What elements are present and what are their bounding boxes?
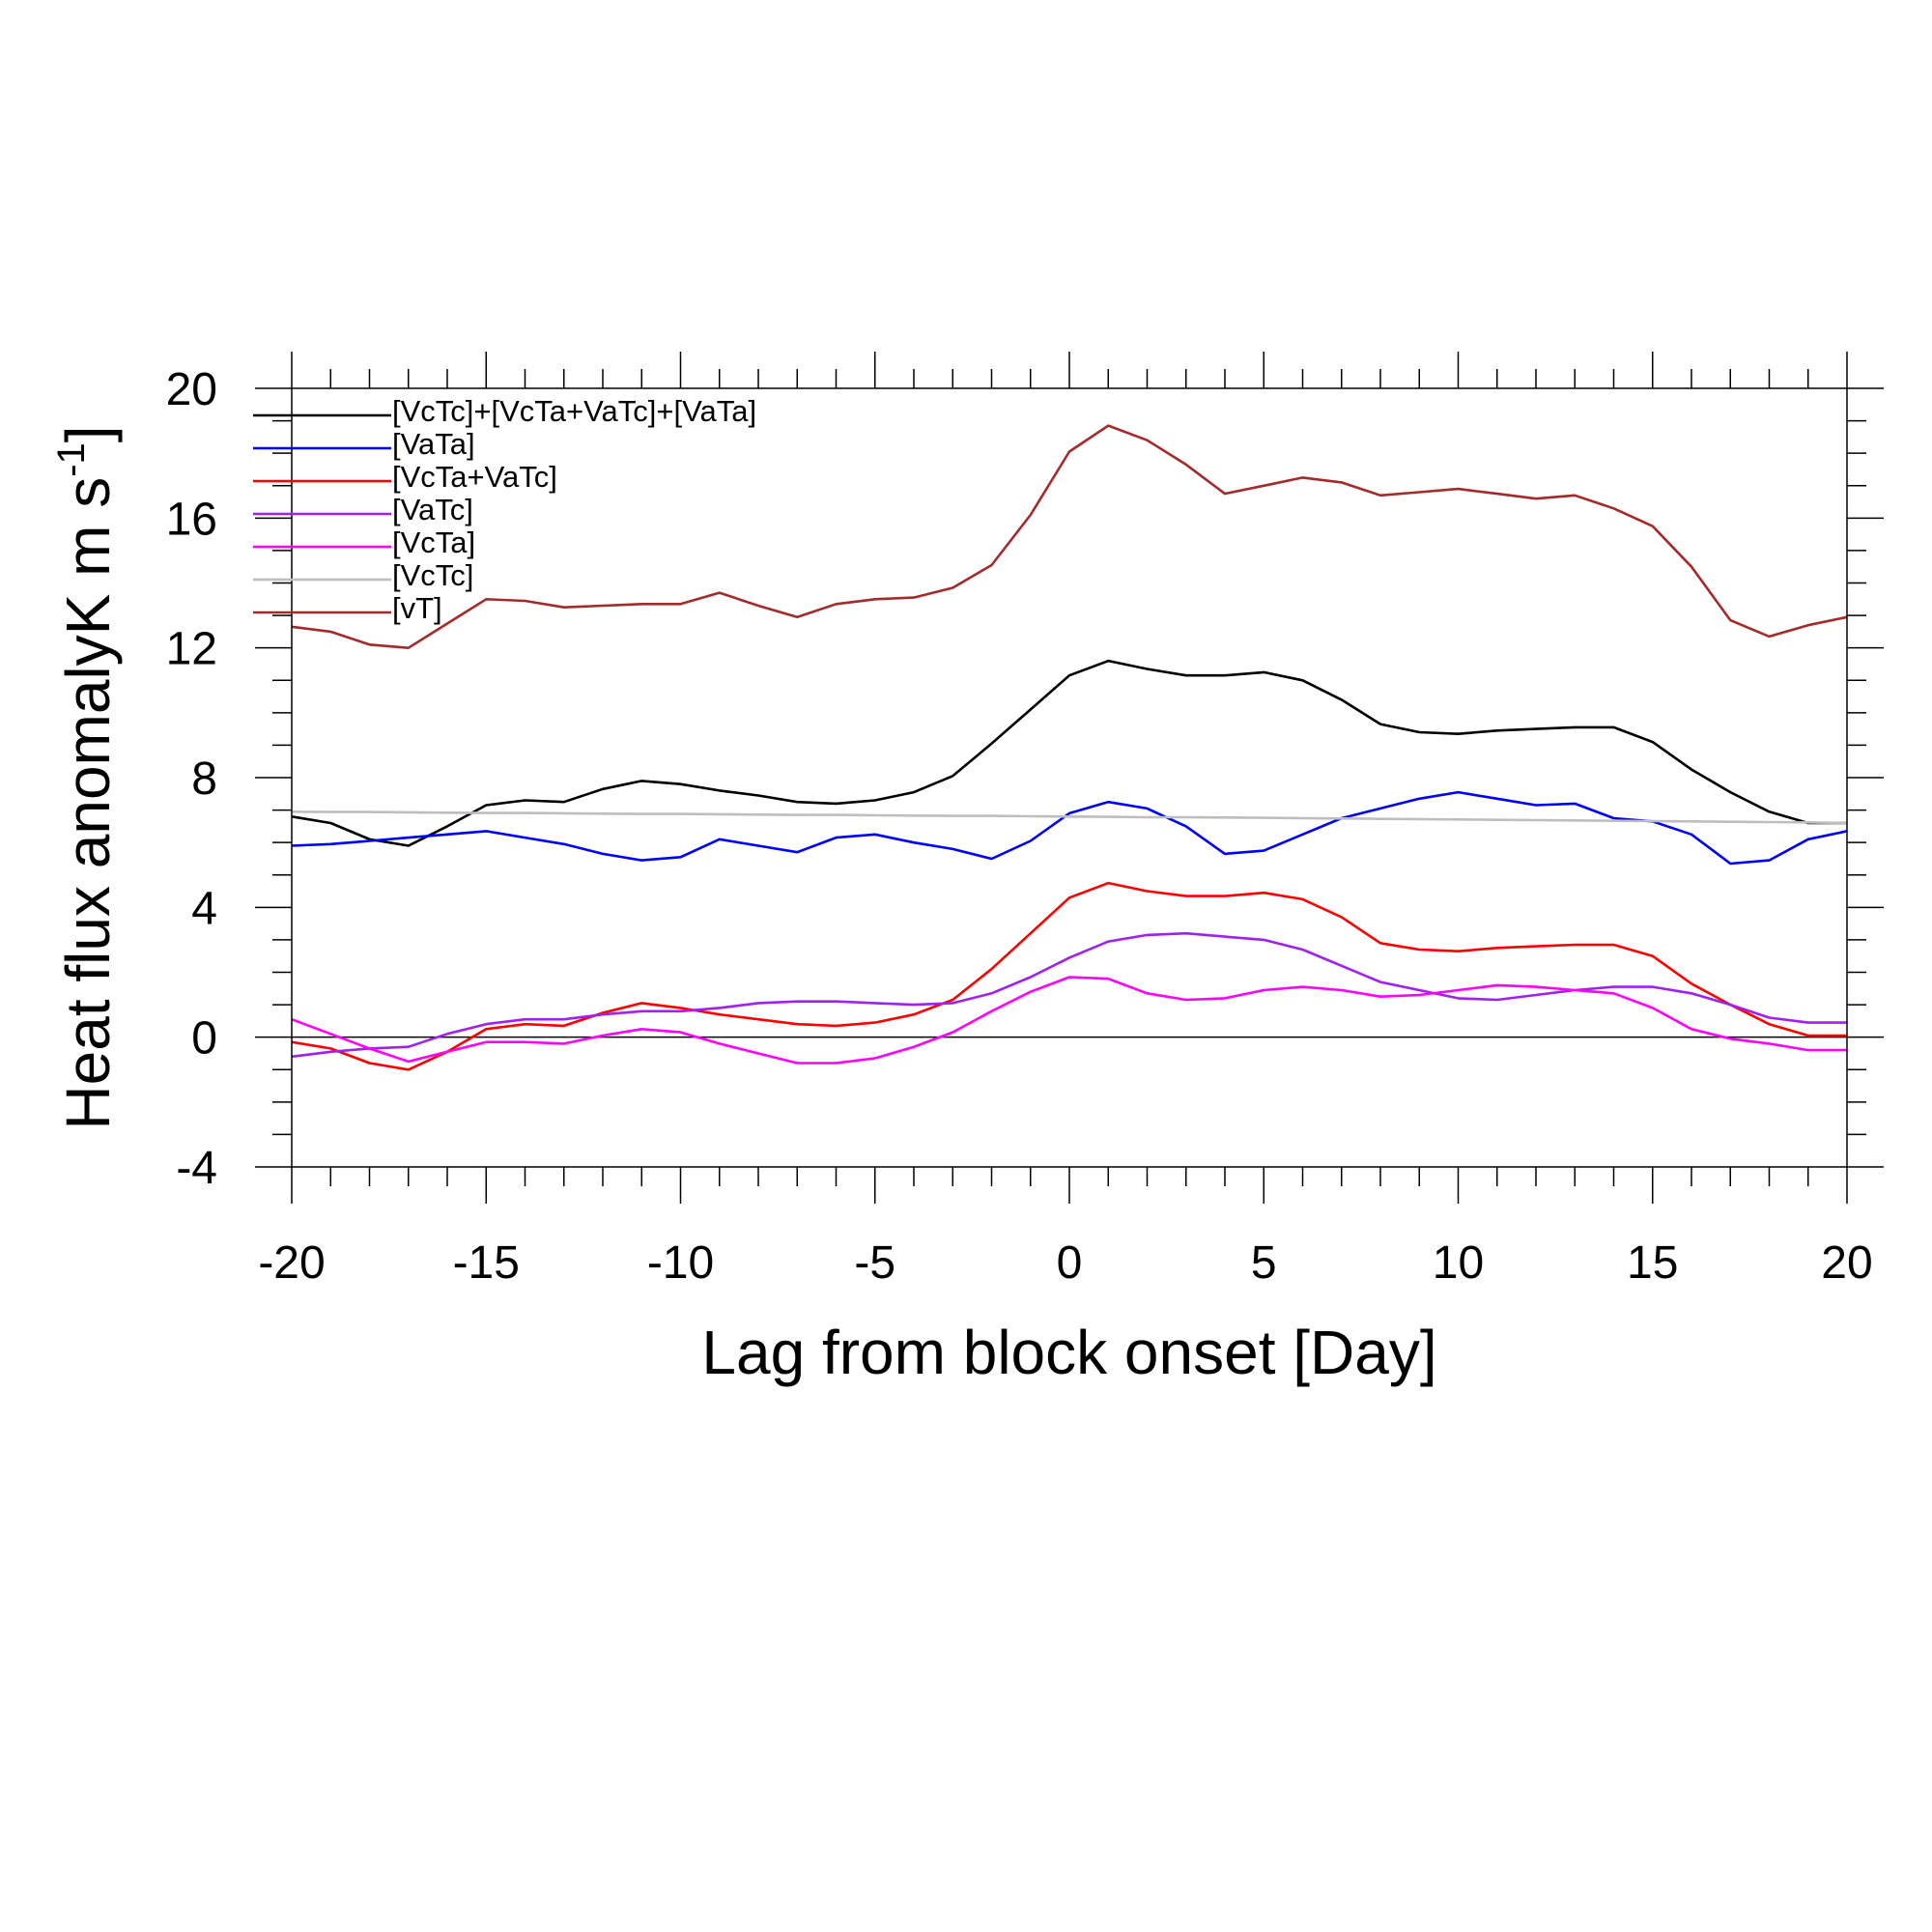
x-tick-label: 5 (1251, 1237, 1277, 1289)
x-tick-label: 0 (1057, 1237, 1083, 1289)
y-tick-label: 20 (166, 364, 217, 415)
series-line-0 (291, 659, 1847, 847)
x-tick-label: -20 (258, 1237, 325, 1289)
tick-marks (255, 352, 1884, 1204)
legend-label-3: [VaTc] (392, 493, 473, 526)
legend-label-6: [vT] (392, 591, 442, 625)
y-tick-label: 12 (166, 624, 217, 675)
x-tick-label: 10 (1433, 1237, 1484, 1289)
series-line-6 (291, 424, 1848, 650)
y-tick-label: 8 (191, 753, 217, 805)
x-axis-title: Lag from block onset [Day] (701, 1318, 1436, 1387)
legend-label-2: [VcTa+VaTc] (392, 460, 557, 494)
legend-label-0: [VcTc]+[VcTa+VaTc]+[VaTa] (392, 394, 756, 428)
series-line-1 (291, 790, 1848, 866)
x-tick-label: -5 (854, 1237, 895, 1289)
x-tick-label: -15 (453, 1237, 520, 1289)
y-tick-label: 0 (191, 1013, 217, 1065)
y-tick-label: -4 (176, 1143, 217, 1194)
legend: [VcTc]+[VcTa+VaTc]+[VaTa][VaTa][VcTa+VaT… (253, 394, 756, 625)
legend-label-4: [VcTa] (392, 526, 475, 559)
y-axis-title-main: Heat flux anomalyK m s (53, 477, 123, 1130)
tick-labels: -20 -15 -10 -5 0 5 10 15 20 -4 0 4 8 12 16 20 (166, 364, 1873, 1289)
series-line-5 (291, 810, 1848, 825)
series-line-3 (291, 931, 1847, 1059)
x-tick-label: -10 (647, 1237, 714, 1289)
y-axis-title-sup: -1 (50, 442, 93, 477)
plot-frame (291, 387, 1848, 1168)
y-tick-label: 16 (166, 494, 217, 545)
legend-label-5: [VcTc] (392, 558, 473, 592)
series-line-2 (291, 881, 1847, 1071)
x-tick-label: 20 (1821, 1237, 1872, 1289)
series-line-4 (291, 976, 1847, 1065)
y-axis-title-close: ] (53, 425, 123, 442)
y-tick-label: 4 (191, 883, 217, 934)
legend-label-1: [VaTa] (392, 427, 475, 461)
x-tick-label: 15 (1627, 1237, 1678, 1289)
series-lines (291, 424, 1848, 1071)
y-axis-title: Heat flux anomalyK m s-1] (50, 425, 123, 1129)
